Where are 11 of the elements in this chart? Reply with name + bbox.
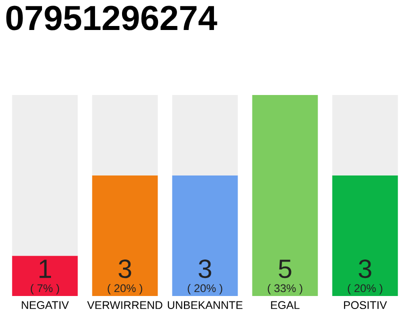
x-tick-label: POSITIV [344,301,387,310]
data-label: 5 ( 33% ) [268,260,302,294]
chart-title: 07951296274 [6,6,218,30]
data-label: 3 ( 20% ) [348,259,382,294]
x-tick-label: VERWIRREND [87,301,162,309]
x-tick-label: EGAL [271,301,300,310]
x-tick-label: NEGATIV [22,301,69,310]
data-label: 3 ( 20% ) [108,259,142,294]
x-tick-label: UNBEKANNTE [168,301,242,310]
data-label: 1 ( 7% ) [30,260,60,294]
data-label: 3 ( 20% ) [188,259,222,294]
